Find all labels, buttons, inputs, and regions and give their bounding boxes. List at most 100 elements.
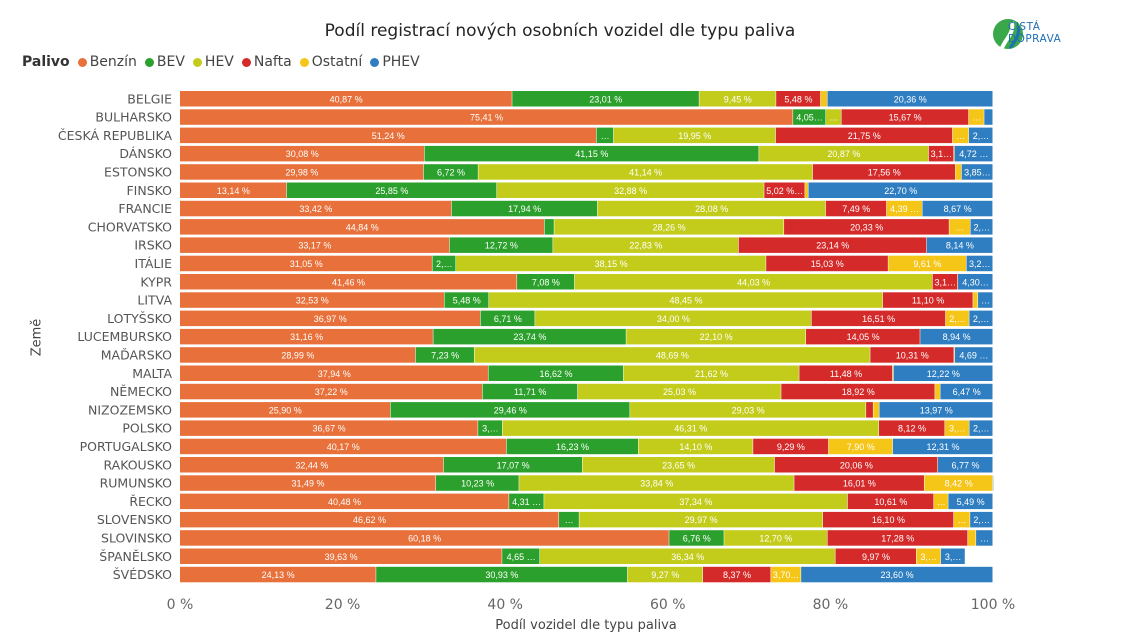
category-label: ŠPANĚLSKO	[99, 549, 172, 564]
category-label: SLOVENSKO	[97, 512, 172, 527]
bar-segment	[932, 274, 958, 290]
data-label: 16,62 %	[539, 369, 572, 379]
bar-segment	[984, 109, 993, 125]
bar-segment	[969, 310, 993, 327]
bar-segment	[969, 420, 993, 436]
bar-segment	[945, 420, 969, 436]
bar-segment	[953, 511, 970, 528]
data-label: 4,69 …	[959, 350, 988, 360]
data-label: 2,…	[436, 259, 453, 269]
data-label: 13,14 %	[217, 186, 250, 196]
bar-segment	[935, 383, 940, 400]
bar-segment	[502, 420, 879, 436]
bar-segment	[759, 145, 929, 162]
data-label: 32,53 %	[296, 296, 329, 306]
bar-segment	[443, 457, 583, 473]
legend-item-phev[interactable]: PHEV	[370, 54, 420, 70]
logo-line-1: ČISTÁ	[1008, 21, 1041, 33]
bar-segment	[478, 164, 813, 180]
data-label: 12,31 %	[926, 442, 959, 452]
bar-segment	[952, 127, 969, 144]
category-label: ITÁLIE	[135, 256, 173, 271]
bar-segment	[826, 109, 841, 125]
bar-segment	[390, 402, 630, 418]
bar-segment	[801, 566, 993, 583]
bar-segment	[847, 493, 934, 510]
data-label: 24,13 %	[262, 570, 295, 580]
data-label: 48,69 %	[656, 350, 689, 360]
x-axis-title: Podíl vozidel dle typu paliva	[495, 618, 677, 633]
data-label: 3,85…	[964, 167, 991, 177]
bar-segment	[579, 511, 823, 528]
data-label: 5,02 %…	[766, 186, 803, 196]
data-label: 60,18 %	[408, 533, 441, 543]
legend-label: Nafta	[253, 54, 292, 70]
legend-item-nafta[interactable]: Nafta	[241, 54, 292, 70]
data-label: 32,44 %	[295, 460, 328, 470]
x-tick-label: 60 %	[650, 597, 686, 613]
bar-segment	[970, 219, 993, 235]
bar-segment	[794, 475, 924, 491]
bar-segment	[180, 365, 488, 381]
data-label: 2,…	[973, 314, 990, 324]
legend-label: HEV	[204, 54, 234, 70]
data-label: 22,10 %	[700, 332, 733, 342]
bar-segment	[811, 310, 946, 327]
legend-item-ostatní[interactable]: Ostatní	[299, 54, 362, 70]
data-label: 36,97 %	[314, 314, 347, 324]
data-label: …	[981, 296, 990, 306]
data-label: 4,31 …	[512, 497, 541, 507]
legend-item-benzín[interactable]: Benzín	[77, 54, 137, 70]
bar-segment	[474, 347, 870, 363]
logo-line-2: DOPRAVA	[1008, 33, 1062, 45]
bar-segment	[489, 292, 883, 308]
bar-segment	[496, 182, 764, 198]
data-label: 46,31 %	[674, 424, 707, 434]
data-label: 10,23 %	[461, 479, 494, 489]
data-label: 37,94 %	[318, 369, 351, 379]
data-label: 25,03 %	[663, 387, 696, 397]
bar-segment	[451, 200, 598, 217]
bar-segment	[596, 127, 614, 144]
data-label: 2,…	[973, 424, 990, 434]
data-label: 18,92 %	[842, 387, 875, 397]
data-label: 3,…	[482, 424, 499, 434]
bar-segment	[823, 511, 954, 528]
data-label: …	[980, 533, 989, 543]
data-label: 4,05…	[796, 113, 823, 123]
data-label: 3,…	[945, 552, 962, 562]
bar-segment	[638, 438, 753, 455]
legend-item-bev[interactable]: BEV	[144, 54, 185, 70]
data-label: 37,22 %	[315, 387, 348, 397]
bar-segment	[828, 438, 893, 455]
category-label: CHORVATSKO	[88, 219, 172, 234]
x-tick-label: 20 %	[325, 597, 361, 613]
category-label: ESTONSKO	[104, 164, 172, 179]
category-label: SLOVINSKO	[101, 530, 172, 545]
bar-segment	[544, 493, 848, 510]
bar-segment	[423, 164, 478, 180]
bar-segment	[444, 292, 489, 308]
bar-segment	[519, 475, 794, 491]
data-label: 44,84 %	[346, 222, 379, 232]
bar-segment	[597, 200, 826, 217]
bar-segment	[456, 255, 766, 272]
data-label: 19,95 %	[678, 131, 711, 141]
bar-segment	[812, 164, 956, 180]
data-label: 8,67 %	[944, 204, 972, 214]
legend-item-hev[interactable]: HEV	[192, 54, 234, 70]
legend-dot-icon	[144, 57, 154, 67]
data-label: 16,51 %	[862, 314, 895, 324]
category-label: BELGIE	[127, 91, 172, 106]
data-label: 8,12 %	[898, 424, 926, 434]
bar-segment	[793, 109, 826, 125]
data-label: 33,84 %	[640, 479, 673, 489]
bar-segment	[553, 237, 739, 253]
bar-segment	[180, 274, 517, 290]
bar-segment	[784, 219, 949, 235]
data-label: 14,05 %	[847, 332, 880, 342]
bar-segment	[940, 548, 965, 564]
bar-segment	[432, 255, 456, 272]
